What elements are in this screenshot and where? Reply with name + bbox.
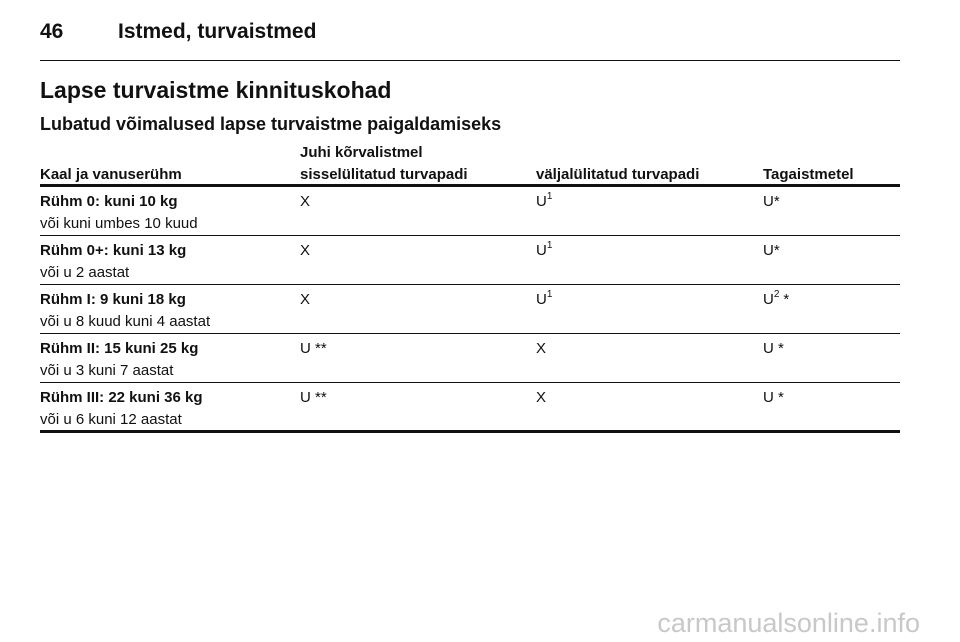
cell-text: U bbox=[536, 193, 547, 210]
cell: X bbox=[300, 291, 310, 308]
title: Lapse turvaistme kinnituskohad bbox=[40, 77, 392, 103]
column-header: Tagaistmetel bbox=[763, 166, 854, 183]
cell-text: X bbox=[300, 193, 311, 210]
column-header: Kaal ja vanuserühm bbox=[40, 166, 182, 183]
row-group: Rühm II: 15 kuni 25 kg bbox=[40, 340, 199, 357]
cell: U * bbox=[763, 340, 784, 357]
row-rule bbox=[40, 235, 900, 236]
row-age: või u 2 aastat bbox=[40, 264, 130, 281]
group-header: Juhi kõrvalistmel bbox=[300, 144, 423, 161]
cell: U ** bbox=[300, 340, 327, 357]
header-rule bbox=[40, 60, 900, 61]
row-rule bbox=[40, 430, 900, 433]
cell-text: U* bbox=[763, 242, 780, 259]
cell: U1 bbox=[536, 191, 553, 210]
page-number: 46 bbox=[40, 20, 64, 43]
row-group: Rühm 0+: kuni 13 kg bbox=[40, 242, 187, 259]
row-age: või u 8 kuud kuni 4 aastat bbox=[40, 313, 211, 330]
cell-text: X bbox=[536, 340, 547, 357]
section-title: Istmed, turvaistmed bbox=[118, 20, 317, 43]
cell: X bbox=[536, 340, 546, 357]
cell: U * bbox=[763, 389, 784, 406]
cell-text: X bbox=[536, 389, 547, 406]
cell: U ** bbox=[300, 389, 327, 406]
cell-sup: 1 bbox=[546, 240, 553, 251]
header-rule bbox=[40, 184, 900, 187]
cell: U* bbox=[763, 242, 780, 259]
cell: X bbox=[536, 389, 546, 406]
cell: U* bbox=[763, 193, 780, 210]
cell-text: X bbox=[300, 291, 311, 308]
row-group: Rühm III: 22 kuni 36 kg bbox=[40, 389, 203, 406]
watermark: carmanualsonline.info bbox=[657, 608, 920, 638]
cell-suffix: * bbox=[783, 291, 790, 308]
cell-sup: 1 bbox=[546, 191, 553, 202]
cell: U2 * bbox=[763, 289, 790, 308]
column-header: väljalülitatud turvapadi bbox=[536, 166, 700, 183]
row-age: või u 6 kuni 12 aastat bbox=[40, 411, 182, 428]
row-rule bbox=[40, 333, 900, 334]
cell-sup: 2 bbox=[773, 289, 780, 300]
cell-text: U ** bbox=[300, 340, 327, 357]
row-rule bbox=[40, 382, 900, 383]
column-header: sisselülitatud turvapadi bbox=[300, 166, 468, 183]
row-group: Rühm 0: kuni 10 kg bbox=[40, 193, 178, 210]
cell-text: U * bbox=[763, 340, 784, 357]
cell: X bbox=[300, 242, 310, 259]
cell-sup: 1 bbox=[546, 289, 553, 300]
cell-text: X bbox=[300, 242, 311, 259]
cell-text: U * bbox=[763, 389, 784, 406]
cell-text: U* bbox=[763, 193, 780, 210]
cell-text: U bbox=[536, 291, 547, 308]
cell-text: U ** bbox=[300, 389, 327, 406]
row-group: Rühm I: 9 kuni 18 kg bbox=[40, 291, 186, 308]
row-age: või u 3 kuni 7 aastat bbox=[40, 362, 174, 379]
row-age: või kuni umbes 10 kuud bbox=[40, 215, 198, 232]
row-rule bbox=[40, 284, 900, 285]
cell-text: U bbox=[763, 291, 774, 308]
cell-text: U bbox=[536, 242, 547, 259]
cell: X bbox=[300, 193, 310, 210]
cell: U1 bbox=[536, 289, 553, 308]
cell: U1 bbox=[536, 240, 553, 259]
subtitle: Lubatud võimalused lapse turvaistme paig… bbox=[40, 114, 502, 134]
